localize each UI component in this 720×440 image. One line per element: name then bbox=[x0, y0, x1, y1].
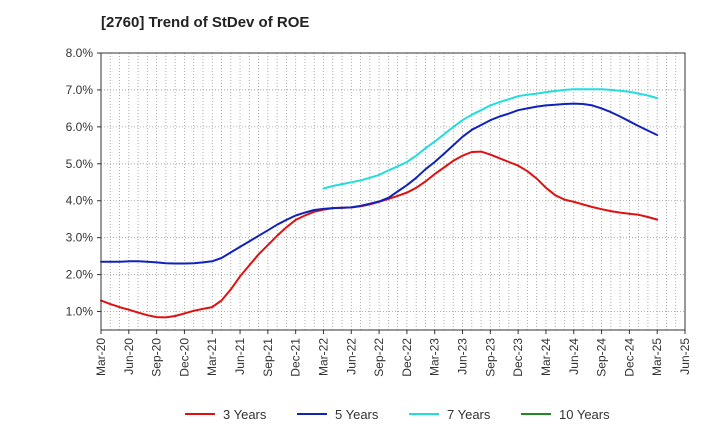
series-layer bbox=[100, 88, 659, 319]
grid-layer bbox=[101, 52, 685, 330]
x-tick-label: Mar-20 bbox=[94, 338, 108, 376]
y-tick-label: 3.0% bbox=[66, 231, 94, 245]
legend-label-3-years: 3 Years bbox=[223, 407, 267, 422]
x-tick-label: Sep-23 bbox=[483, 338, 497, 377]
x-tick-label: Jun-21 bbox=[233, 338, 247, 375]
x-tick-label: Dec-20 bbox=[177, 338, 191, 377]
x-tick-label: Dec-22 bbox=[400, 338, 414, 377]
x-tick-label: Mar-23 bbox=[428, 338, 442, 376]
x-tick-label: Mar-25 bbox=[650, 338, 664, 376]
series-line-7-years bbox=[322, 88, 659, 190]
legend-label-10-years: 10 Years bbox=[559, 407, 610, 422]
x-tick-label: Jun-24 bbox=[567, 338, 581, 375]
series-line-5-years bbox=[100, 102, 659, 265]
x-tick-label: Dec-21 bbox=[289, 338, 303, 377]
x-tick-label: Jun-23 bbox=[456, 338, 470, 375]
y-tick-label: 2.0% bbox=[66, 268, 94, 282]
y-tick-label: 5.0% bbox=[66, 157, 94, 171]
axis-layer: 1.0% 2.0% 3.0% 4.0% 5.0% 6.0% 7.0% 8.0% Mar-20 Ju… bbox=[66, 46, 692, 377]
y-tick-label: 4.0% bbox=[66, 194, 94, 208]
x-tick-label: Dec-24 bbox=[622, 338, 636, 377]
x-tick-label: Mar-24 bbox=[539, 338, 553, 376]
legend-label-5-years: 5 Years bbox=[335, 407, 379, 422]
x-tick-label: Sep-20 bbox=[150, 338, 164, 377]
x-tick-label: Dec-23 bbox=[511, 338, 525, 377]
legend-layer: 3 Years 5 Years 7 Years 10 Years bbox=[185, 407, 610, 422]
y-tick-label: 6.0% bbox=[66, 120, 94, 134]
x-tick-label: Sep-24 bbox=[595, 338, 609, 377]
x-tick-label: Sep-22 bbox=[372, 338, 386, 377]
x-tick-label: Sep-21 bbox=[261, 338, 275, 377]
x-tick-label: Jun-20 bbox=[122, 338, 136, 375]
y-tick-label: 1.0% bbox=[66, 305, 94, 319]
x-tick-label: Mar-21 bbox=[205, 338, 219, 376]
plot-frame bbox=[100, 52, 686, 331]
y-tick-label: 8.0% bbox=[66, 46, 94, 60]
x-tick-label: Jun-25 bbox=[678, 338, 692, 375]
chart-title: [2760] Trend of StDev of ROE bbox=[101, 14, 310, 31]
legend-label-7-years: 7 Years bbox=[447, 407, 491, 422]
x-tick-label: Jun-22 bbox=[344, 338, 358, 375]
x-tick-label: Mar-22 bbox=[316, 338, 330, 376]
y-tick-label: 7.0% bbox=[66, 83, 94, 97]
